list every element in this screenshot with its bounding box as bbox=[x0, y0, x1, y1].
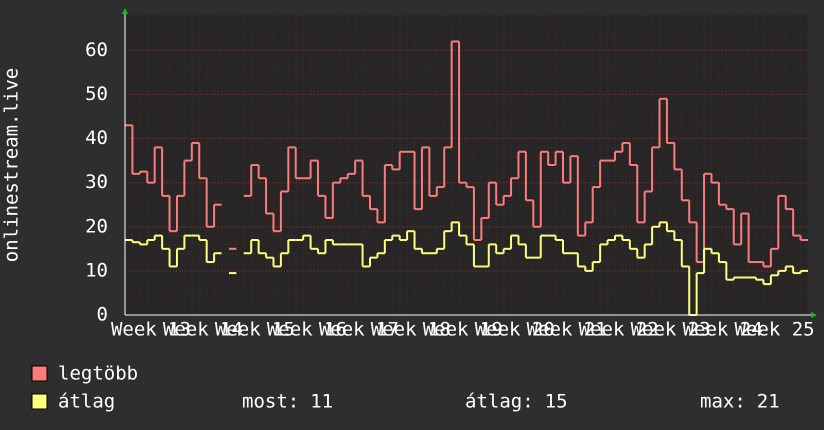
x-tick-label: Week 23 bbox=[631, 319, 711, 341]
x-tick-label: Week 25 bbox=[735, 319, 815, 341]
stat-value: 21 bbox=[757, 391, 780, 413]
legend-swatch bbox=[31, 393, 48, 410]
stat-label: max: bbox=[700, 391, 746, 413]
y-tick-label: 30 bbox=[85, 171, 108, 193]
x-tick-label: Week 17 bbox=[319, 319, 399, 341]
y-tick-label: 20 bbox=[85, 215, 108, 237]
x-tick-label: Week 24 bbox=[683, 319, 763, 341]
x-tick-label: Week 20 bbox=[475, 319, 555, 341]
x-arrow bbox=[811, 312, 817, 318]
stat-value: 11 bbox=[310, 391, 333, 413]
x-tick-label: Week 14 bbox=[163, 319, 243, 341]
x-tick-label: Week 18 bbox=[371, 319, 451, 341]
x-tick-label: Week 13 bbox=[111, 319, 191, 341]
y-tick-label: 0 bbox=[97, 304, 108, 326]
legend-label: átlag bbox=[58, 391, 115, 413]
x-tick-label: Week 19 bbox=[423, 319, 503, 341]
stat-label: most: bbox=[242, 391, 299, 413]
x-tick-label: Week 22 bbox=[579, 319, 659, 341]
y-tick-label: 50 bbox=[85, 83, 108, 105]
y-tick-label: 60 bbox=[85, 39, 108, 61]
y-tick-label: 40 bbox=[85, 127, 108, 149]
plot bbox=[125, 40, 808, 316]
x-tick-label: Week 21 bbox=[527, 319, 607, 341]
legend-swatch bbox=[31, 365, 48, 382]
y-arrow bbox=[122, 8, 128, 14]
legend-label: legtöbb bbox=[58, 363, 138, 385]
x-tick-label: Week 15 bbox=[215, 319, 295, 341]
stat-value: 15 bbox=[545, 391, 568, 413]
minor-grid bbox=[125, 15, 808, 315]
y-tick-label: 10 bbox=[85, 259, 108, 281]
stat-label: átlag: bbox=[465, 391, 534, 413]
x-tick-label: Week 16 bbox=[267, 319, 347, 341]
y-axis-label: onlinestream.live bbox=[1, 68, 23, 262]
